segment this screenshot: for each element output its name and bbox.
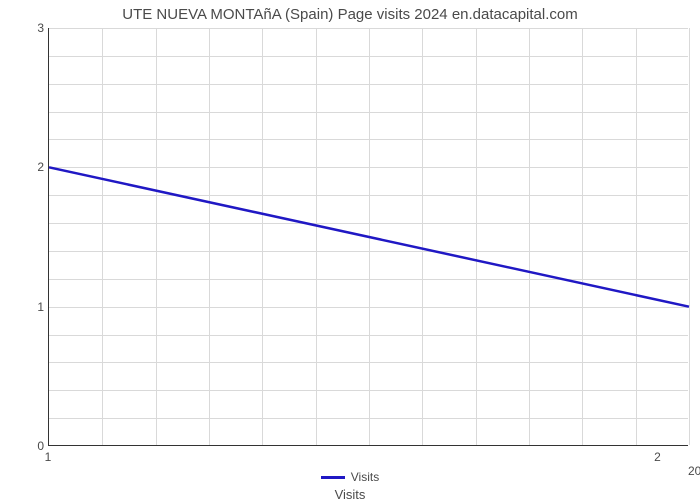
series-line xyxy=(49,167,689,306)
ytick-label: 1 xyxy=(30,300,44,314)
ytick-label: 0 xyxy=(30,439,44,453)
ytick-label: 3 xyxy=(30,21,44,35)
legend-label: Visits xyxy=(351,470,379,484)
legend-swatch xyxy=(321,476,345,479)
line-layer xyxy=(49,28,688,445)
ytick-label: 2 xyxy=(30,160,44,174)
xtick-label: 2 xyxy=(654,450,661,464)
legend: Visits xyxy=(0,470,700,484)
chart-title: UTE NUEVA MONTAñA (Spain) Page visits 20… xyxy=(0,6,700,23)
xtick-label: 1 xyxy=(45,450,52,464)
chart-container: UTE NUEVA MONTAñA (Spain) Page visits 20… xyxy=(0,0,700,500)
vgrid xyxy=(689,28,690,445)
xtick-partial-label: 202 xyxy=(688,464,700,478)
plot-area xyxy=(48,28,688,446)
